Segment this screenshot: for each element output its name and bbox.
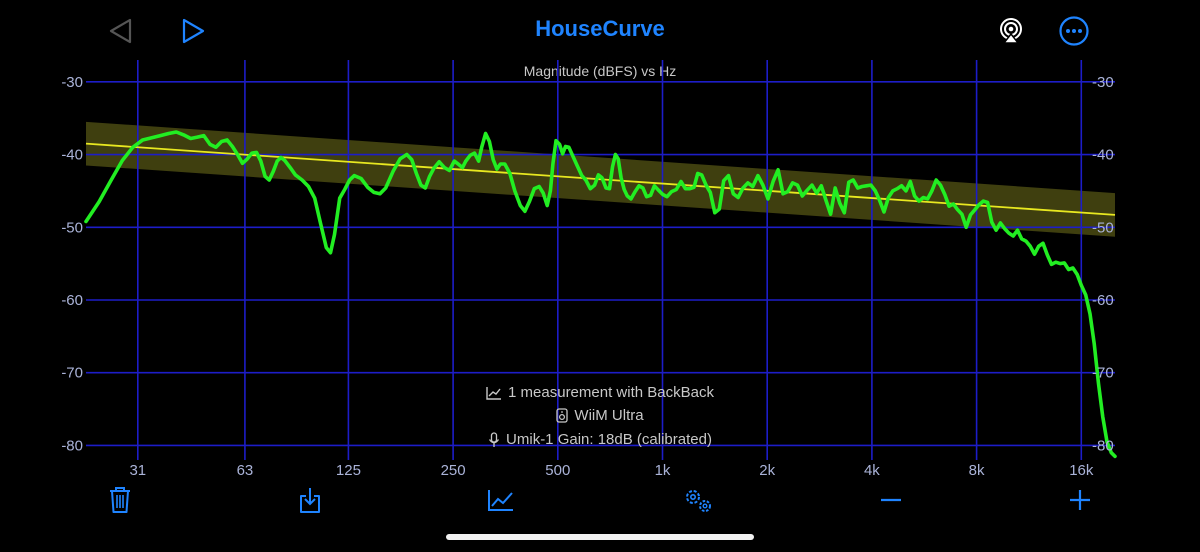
top-bar: HouseCurve (0, 0, 1200, 60)
back-button[interactable] (104, 14, 138, 48)
airplay-button[interactable] (994, 14, 1028, 48)
y-tick-label-right: -60 (1092, 292, 1114, 309)
measurement-count-text: 1 measurement with BackBack (508, 384, 714, 401)
triangle-left-icon (109, 18, 132, 44)
measurement-info: 1 measurement with BackBack (400, 384, 800, 401)
x-tick-label: 8k (969, 462, 985, 479)
x-tick-label: 125 (336, 462, 361, 479)
more-options-button[interactable] (1057, 14, 1091, 48)
microphone-icon (488, 431, 500, 447)
plus-icon (1070, 490, 1090, 510)
chart-button[interactable] (483, 484, 519, 516)
line-chart-icon (486, 386, 502, 400)
x-tick-label: 250 (441, 462, 466, 479)
x-tick-label: 4k (864, 462, 880, 479)
x-tick-label: 16k (1069, 462, 1094, 479)
device-info: WiiM Ultra (400, 407, 800, 424)
speaker-icon (556, 408, 569, 423)
zoom-in-button[interactable] (1062, 484, 1098, 516)
chart-title: Magnitude (dBFS) vs Hz (524, 63, 677, 79)
y-tick-label-right: -40 (1092, 147, 1114, 164)
triangle-right-icon (182, 18, 205, 44)
y-tick-label-left: -80 (61, 437, 83, 454)
app-title: HouseCurve (535, 16, 665, 41)
import-button[interactable] (292, 484, 328, 516)
y-tick-label-left: -40 (61, 147, 83, 164)
x-tick-label: 2k (759, 462, 775, 479)
settings-button[interactable] (680, 484, 716, 516)
x-tick-label: 63 (237, 462, 254, 479)
y-tick-label-left: -70 (61, 365, 83, 382)
gears-icon (686, 490, 711, 512)
x-tick-label: 1k (655, 462, 671, 479)
y-tick-label-right: -80 (1092, 437, 1114, 454)
y-tick-label-right: -70 (1092, 365, 1114, 382)
y-tick-label-left: -50 (61, 219, 83, 236)
y-tick-label-left: -60 (61, 292, 83, 309)
ellipsis-circle-icon (1059, 16, 1089, 46)
mic-gain-text: Umik-1 Gain: 18dB (calibrated) (506, 431, 712, 448)
microphone-info: Umik-1 Gain: 18dB (calibrated) (400, 431, 800, 448)
x-tick-label: 500 (545, 462, 570, 479)
airplay-icon (1000, 18, 1022, 44)
forward-button[interactable] (176, 14, 210, 48)
y-tick-label-left: -30 (61, 74, 83, 91)
download-tray-icon (300, 488, 320, 513)
y-tick-label-right: -50 (1092, 219, 1114, 236)
y-tick-label-right: -30 (1092, 74, 1114, 91)
minus-icon (881, 498, 901, 502)
zoom-out-button[interactable] (873, 484, 909, 516)
line-chart-icon (488, 490, 513, 511)
delete-button[interactable] (102, 484, 138, 516)
frequency-response-chart[interactable]: Magnitude (dBFS) vs Hz 31 63 125 250 500 1k 2k… (0, 60, 1200, 480)
trash-icon (110, 487, 130, 513)
device-name-text: WiiM Ultra (574, 407, 644, 424)
home-indicator[interactable] (446, 534, 754, 540)
measurement-curve (84, 130, 1117, 459)
x-tick-label: 31 (129, 462, 146, 479)
